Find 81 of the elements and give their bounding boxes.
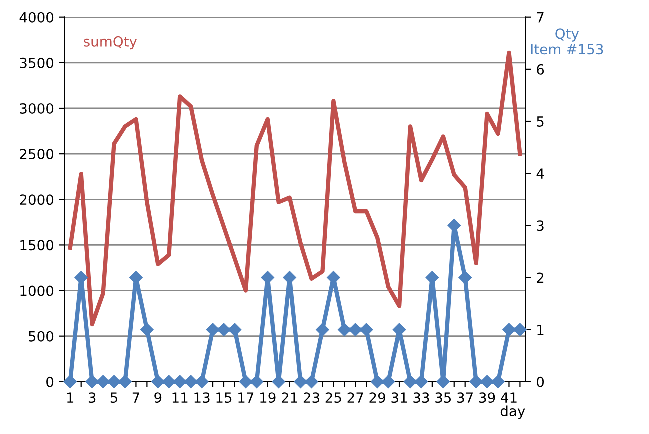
y-tick-label: 500 xyxy=(29,331,54,342)
point xyxy=(74,271,88,284)
point xyxy=(414,375,428,389)
x-tick-label: 27 xyxy=(348,392,364,403)
x-tick-label: 31 xyxy=(392,392,408,404)
x-tick-label: 9 xyxy=(154,392,162,404)
x-tick-label: 39 xyxy=(480,392,496,404)
point xyxy=(228,323,242,336)
y-tick-label: 2000 xyxy=(20,194,54,206)
y2-tick-label: 0 xyxy=(537,376,544,388)
x-tick-label: 13 xyxy=(194,392,210,404)
y-tick-label: 1500 xyxy=(20,240,54,251)
point xyxy=(436,375,450,389)
point xyxy=(174,375,187,389)
text: sumQty xyxy=(84,36,138,50)
line-series xyxy=(68,50,522,327)
point xyxy=(184,375,198,389)
x-tick-label: 29 xyxy=(370,392,386,404)
x-tick-label: 11 xyxy=(172,392,188,403)
x-tick-label: 33 xyxy=(414,392,430,404)
point xyxy=(64,375,77,389)
y-tick-label: 1000 xyxy=(20,286,54,296)
x-axis-title: day xyxy=(500,406,526,420)
point xyxy=(217,323,231,336)
point xyxy=(96,375,110,389)
x-tick-label: 15 xyxy=(216,392,232,404)
point xyxy=(108,375,121,389)
point xyxy=(86,375,99,389)
y2-tick-label: 2 xyxy=(537,272,544,284)
point xyxy=(250,375,264,389)
y2-tick-label: 7 xyxy=(537,12,544,23)
x-tick-label: 17 xyxy=(238,392,254,403)
y-tick-label: 0 xyxy=(46,376,54,388)
x-tick-label: 7 xyxy=(132,392,140,403)
x-tick-label: 1 xyxy=(67,392,74,403)
x-tick-label: 37 xyxy=(458,392,473,404)
text: Qty Item #153 xyxy=(531,28,604,55)
y2-tick-label: 5 xyxy=(537,116,544,127)
y2-tick-label: 3 xyxy=(537,220,544,232)
x-tick-label: 41 xyxy=(501,392,517,403)
point xyxy=(130,271,143,284)
point xyxy=(152,375,165,389)
x-tick-label: 19 xyxy=(260,392,276,404)
point xyxy=(294,375,308,389)
point xyxy=(272,375,286,389)
point xyxy=(261,271,274,284)
x-tick-label: 23 xyxy=(304,392,320,404)
point xyxy=(514,323,527,336)
point xyxy=(458,271,472,284)
point xyxy=(305,375,318,389)
point xyxy=(338,323,352,336)
x-tick-label: 3 xyxy=(88,392,96,404)
point xyxy=(349,323,362,336)
point xyxy=(370,375,384,389)
y-tick-label: 3000 xyxy=(20,103,54,114)
point xyxy=(492,375,505,389)
x-tick-label: 35 xyxy=(436,392,452,404)
point xyxy=(426,271,440,284)
point xyxy=(162,375,176,389)
point xyxy=(360,323,374,336)
y2-tick-label: 1 xyxy=(538,324,544,336)
point xyxy=(195,375,209,389)
y-tick-label: 2500 xyxy=(20,149,54,160)
point xyxy=(118,375,132,389)
point xyxy=(140,323,154,336)
y2-tick-label: 4 xyxy=(536,168,544,179)
point xyxy=(316,323,330,336)
point xyxy=(480,375,494,389)
x-tick-label: 25 xyxy=(326,392,342,404)
point xyxy=(382,375,396,389)
x-tick-label: 5 xyxy=(110,392,118,404)
y-tick-label: 4000 xyxy=(20,12,54,23)
x-tick-label: 21 xyxy=(282,392,298,403)
point xyxy=(470,375,483,389)
point xyxy=(404,375,418,389)
point xyxy=(239,375,253,389)
point xyxy=(502,323,516,336)
point xyxy=(283,271,296,284)
y-tick-label: 3500 xyxy=(20,58,54,68)
point xyxy=(206,323,220,336)
y2-tick-label: 6 xyxy=(537,64,544,75)
